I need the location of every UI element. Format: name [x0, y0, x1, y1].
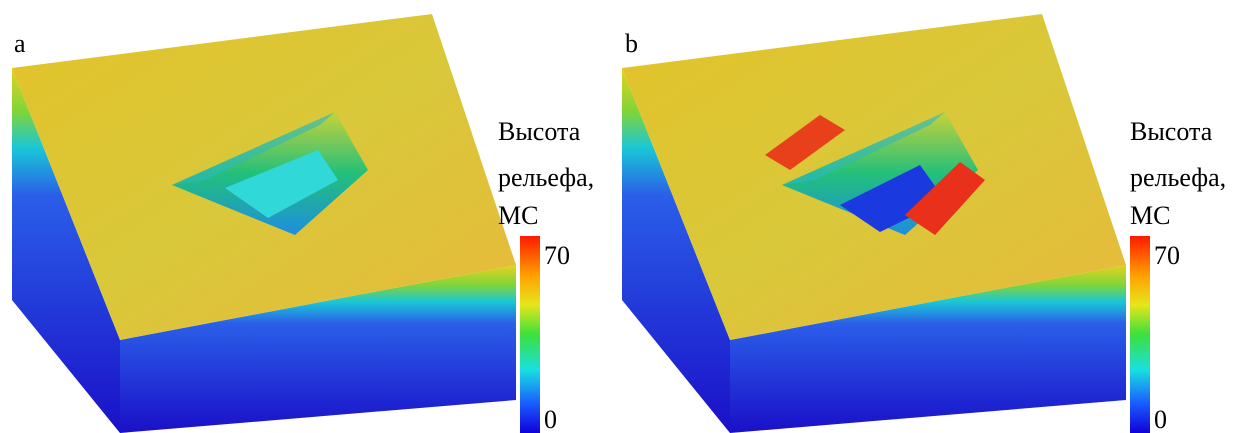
- colorbar-title: МС: [498, 201, 538, 230]
- colorbar-tick: 70: [544, 241, 570, 270]
- colorbar-title: Высота: [498, 117, 581, 146]
- panel-a: a Высота рельефа, МС 70 0: [12, 14, 594, 433]
- panel-label: b: [625, 29, 638, 58]
- panel-b: b Высота рельефа, МС 70 0: [622, 14, 1226, 433]
- colorbar: [520, 236, 540, 433]
- figure: a Высота рельефа, МС 70 0 b Высота релье…: [0, 0, 1249, 433]
- colorbar: [1130, 236, 1150, 433]
- colorbar-title: рельефа,: [498, 163, 594, 192]
- colorbar-title: МС: [1130, 201, 1170, 230]
- colorbar-title: Высота: [1130, 117, 1213, 146]
- colorbar-tick: 70: [1154, 241, 1180, 270]
- colorbar-tick: 0: [1154, 405, 1167, 433]
- surface-render: [12, 14, 516, 433]
- panel-label: a: [14, 29, 26, 58]
- colorbar-tick: 0: [544, 405, 557, 433]
- colorbar-title: рельефа,: [1130, 163, 1226, 192]
